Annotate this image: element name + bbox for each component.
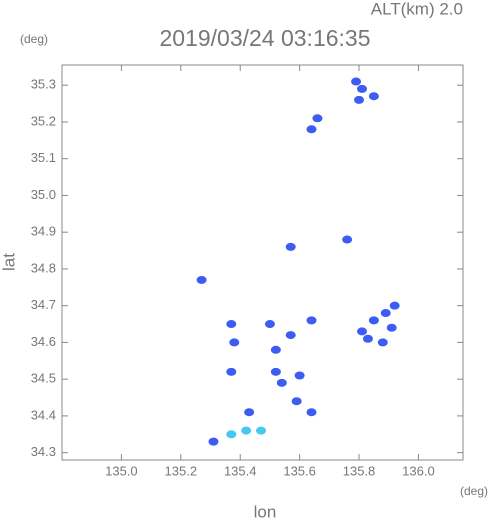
echo bbox=[229, 338, 240, 347]
echo bbox=[294, 371, 305, 380]
x-tick-label: 135.6 bbox=[283, 463, 316, 478]
echo bbox=[226, 430, 237, 439]
y-axis-label: lat bbox=[0, 253, 18, 271]
echo bbox=[256, 426, 267, 435]
y-tick-label: 34.8 bbox=[31, 260, 56, 275]
echo bbox=[285, 242, 296, 251]
echo bbox=[306, 316, 317, 325]
echo bbox=[306, 125, 317, 134]
y-tick-label: 35.0 bbox=[31, 187, 56, 202]
echo bbox=[291, 397, 302, 406]
x-tick-label: 135.0 bbox=[105, 463, 138, 478]
echo bbox=[354, 95, 365, 104]
echo bbox=[196, 275, 207, 284]
x-tick-label: 135.8 bbox=[343, 463, 376, 478]
echo bbox=[226, 320, 237, 329]
echo bbox=[270, 367, 281, 376]
chart-title: 2019/03/24 03:16:35 bbox=[159, 25, 370, 51]
y-tick-label: 35.1 bbox=[31, 150, 56, 165]
y-tick-label: 35.3 bbox=[31, 77, 56, 92]
x-tick-label: 135.2 bbox=[165, 463, 198, 478]
x-tick-label: 135.4 bbox=[224, 463, 257, 478]
echo bbox=[351, 77, 362, 86]
plot-frame bbox=[61, 64, 464, 461]
echo bbox=[208, 437, 219, 446]
echo bbox=[270, 345, 281, 354]
echo bbox=[368, 92, 379, 101]
echo bbox=[264, 320, 275, 329]
echo bbox=[306, 408, 317, 417]
y-tick-label: 34.7 bbox=[31, 297, 56, 312]
y-tick-label: 34.5 bbox=[31, 371, 56, 386]
echo bbox=[377, 338, 388, 347]
echo bbox=[226, 367, 237, 376]
y-unit: (deg) bbox=[20, 32, 48, 46]
subtitle: ALT(km) 2.0 bbox=[371, 0, 463, 18]
echo bbox=[285, 331, 296, 340]
echo bbox=[386, 323, 397, 332]
echo bbox=[357, 84, 368, 93]
echo bbox=[312, 114, 323, 123]
y-tick-label: 35.2 bbox=[31, 113, 56, 128]
echo bbox=[380, 309, 391, 318]
echo bbox=[362, 334, 373, 343]
y-tick-label: 34.9 bbox=[31, 224, 56, 239]
echo bbox=[357, 327, 368, 336]
echo bbox=[244, 408, 255, 417]
echo bbox=[241, 426, 252, 435]
y-tick-label: 34.3 bbox=[31, 444, 56, 459]
x-unit: (deg) bbox=[460, 484, 488, 498]
y-tick-label: 34.6 bbox=[31, 334, 56, 349]
echo bbox=[276, 378, 287, 387]
echo bbox=[389, 301, 400, 310]
y-tick-label: 34.4 bbox=[31, 407, 56, 422]
x-axis-label: lon bbox=[254, 502, 277, 521]
x-tick-label: 136.0 bbox=[402, 463, 435, 478]
echo bbox=[368, 316, 379, 325]
echo bbox=[342, 235, 353, 244]
